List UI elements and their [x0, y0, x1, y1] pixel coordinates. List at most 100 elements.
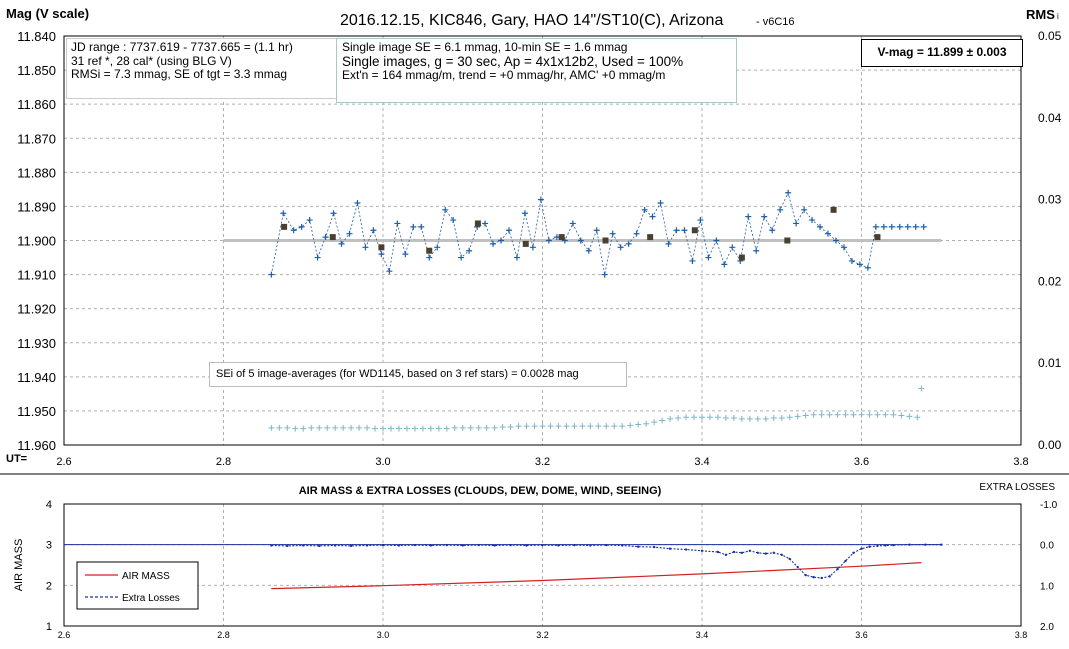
mag-point [490, 240, 497, 247]
mag-point [721, 261, 728, 268]
mag-point [593, 227, 600, 234]
mag-point [832, 237, 839, 244]
rms-point [595, 423, 602, 430]
mag-point [370, 227, 377, 234]
rms-point [324, 424, 331, 431]
top-x-tick-label: 3.0 [375, 456, 390, 468]
bottom-y2-tick-label: -1.0 [1040, 500, 1058, 511]
extra-losses-point [796, 565, 799, 569]
extra-losses-point [381, 543, 385, 547]
mag-point [338, 240, 345, 247]
mag-point [498, 237, 505, 244]
rms-point [340, 424, 347, 431]
rms-point [706, 414, 713, 421]
chart-version: - v6C16 [756, 16, 795, 28]
bottom-title: AIR MASS & EXTRA LOSSES (CLOUDS, DEW, DO… [299, 485, 662, 497]
mag-point [268, 271, 275, 278]
rms-point [435, 425, 442, 432]
extra-losses-point [844, 559, 847, 563]
avg-point [691, 227, 698, 234]
y-right-label-sub: i [1057, 12, 1059, 21]
top-y-tick-label: 11.860 [17, 97, 56, 112]
rms-point [515, 423, 522, 430]
y-right-label: RMS [1026, 7, 1055, 22]
rms-point [348, 424, 355, 431]
mag-point [450, 217, 457, 224]
extra-losses-point [477, 543, 480, 547]
extra-losses-point [876, 544, 879, 548]
mag-point [848, 257, 855, 264]
se-text: Single image SE = 6.1 mmag, 10-min SE = … [342, 40, 628, 54]
top-y-tick-label: 11.850 [17, 63, 56, 78]
rms-point [762, 415, 769, 422]
top-x-tick-label: 3.8 [1013, 456, 1028, 468]
mag-point [577, 237, 584, 244]
rms-point [475, 424, 482, 431]
rms-point [898, 412, 905, 419]
extra-losses-point [365, 544, 369, 547]
extra-losses-point [732, 550, 736, 554]
mag-point [298, 223, 305, 230]
extra-losses-point [541, 543, 544, 547]
mag-point [280, 210, 287, 217]
bottom-x-tick-label: 2.8 [217, 630, 230, 640]
mag-point [904, 223, 911, 230]
extra-losses-point [557, 544, 560, 547]
bottom-plot-frame [63, 503, 1022, 627]
mag-point [633, 230, 640, 237]
mag-point [346, 230, 353, 237]
rms-point [802, 412, 809, 419]
mag-point [426, 254, 433, 261]
mag-point [912, 223, 919, 230]
rms-point [675, 415, 682, 422]
rms-point [555, 423, 562, 430]
bottom-y-left-label: AIR MASS [13, 539, 25, 592]
rms-point [419, 425, 426, 432]
extra-losses-point [764, 552, 767, 555]
rms-point [587, 423, 594, 430]
rms-point [794, 413, 801, 420]
rms-point [539, 423, 546, 430]
extra-losses-point [820, 576, 823, 580]
mag-point [777, 206, 784, 213]
top-plot-frame [63, 35, 1022, 446]
mag-point [545, 237, 552, 244]
mag-point [386, 268, 393, 275]
extra-losses-point [318, 544, 321, 548]
extra-losses-point [860, 547, 863, 550]
rms-point [427, 425, 434, 432]
rms-point [667, 415, 674, 422]
extra-losses-point [852, 551, 855, 554]
top-y2-tick-label: 0.05 [1038, 29, 1062, 43]
top-y-tick-label: 11.950 [17, 404, 56, 419]
avg-point [522, 240, 529, 247]
rms-point [738, 415, 745, 422]
extra-losses-point [828, 575, 831, 578]
avg-point [474, 220, 481, 227]
top-y-tick-label: 11.870 [17, 131, 56, 146]
rms-point [842, 411, 849, 418]
extra-losses-point [397, 544, 401, 547]
bottom-gridlines [64, 504, 1021, 626]
rms-point [411, 425, 418, 432]
mag-point [418, 223, 425, 230]
mag-point [625, 240, 632, 247]
rms-point [874, 411, 881, 418]
mag-point [434, 244, 441, 251]
rms-point [364, 424, 371, 431]
info-box-left: JD range : 7737.619 - 7737.665 = (1.1 hr… [66, 38, 338, 99]
avg-point [830, 206, 837, 213]
rms-point [866, 411, 873, 418]
mag-point [673, 227, 680, 234]
mag-point [649, 213, 656, 220]
extra-losses-point [868, 545, 871, 548]
rms-point [770, 415, 777, 422]
rms-point [890, 411, 897, 418]
top-y-tick-label: 11.890 [17, 199, 56, 214]
extra-losses-point [804, 573, 807, 577]
extra-losses-point [349, 544, 353, 548]
mag-point [856, 261, 863, 268]
bottom-y2-tick-label: 0.0 [1040, 541, 1054, 552]
mag-series-line [270, 191, 924, 275]
extra-losses-line [271, 544, 942, 579]
